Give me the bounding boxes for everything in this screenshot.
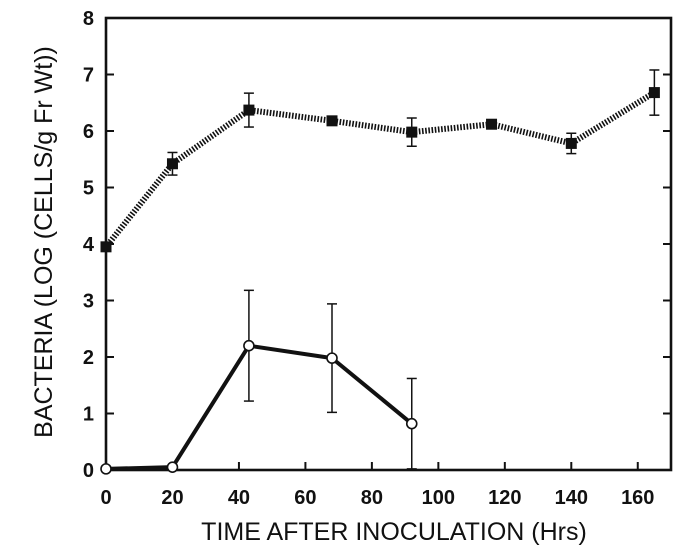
x-tick-label: 60: [294, 487, 316, 509]
data-point-circle: [243, 339, 255, 352]
data-point-square: [648, 87, 660, 99]
x-tick-label: 100: [422, 487, 455, 509]
x-tick-label: 140: [555, 487, 588, 509]
x-tick-label: 80: [361, 487, 383, 509]
y-tick-label: 0: [83, 460, 94, 482]
series-layer: [100, 69, 660, 475]
x-tick-label: 20: [161, 487, 183, 509]
data-point-square: [486, 118, 498, 130]
series-0: [100, 69, 660, 253]
data-point-square: [326, 115, 338, 127]
y-tick-label: 6: [83, 121, 94, 143]
data-point-square: [166, 158, 178, 170]
x-axis: 0 20 40 60 80 100 120 140 160: [100, 462, 654, 509]
y-axis-title: BACTERIA (LOG (CELLS/g Fr Wt)): [30, 46, 58, 438]
data-point-square: [100, 241, 112, 253]
y-tick-label: 5: [83, 178, 94, 200]
x-tick-label: 120: [488, 487, 521, 509]
series-line: [105, 343, 414, 471]
y-tick-label: 7: [83, 65, 94, 87]
series-line: [103, 90, 656, 249]
y-axis: 0 1 2 3 4 5 6 7 8: [83, 8, 671, 482]
data-point-circle: [100, 463, 112, 475]
y-tick-label: 2: [83, 347, 94, 369]
data-point-square: [565, 137, 577, 149]
y-tick-label: 1: [83, 404, 94, 426]
series-1: [100, 289, 418, 475]
data-point-circle: [326, 352, 338, 364]
y-tick-label: 3: [83, 291, 94, 313]
x-axis-title: TIME AFTER INOCULATION (Hrs): [201, 518, 587, 546]
y-tick-label: 8: [83, 8, 94, 30]
data-point-circle: [166, 461, 179, 473]
x-tick-label: 160: [621, 487, 654, 509]
data-point-square: [243, 104, 255, 116]
data-point-circle: [405, 417, 418, 430]
y-tick-label: 4: [83, 234, 95, 256]
data-point-square: [406, 126, 418, 138]
x-tick-label: 40: [228, 487, 250, 509]
x-tick-label: 0: [100, 487, 111, 509]
